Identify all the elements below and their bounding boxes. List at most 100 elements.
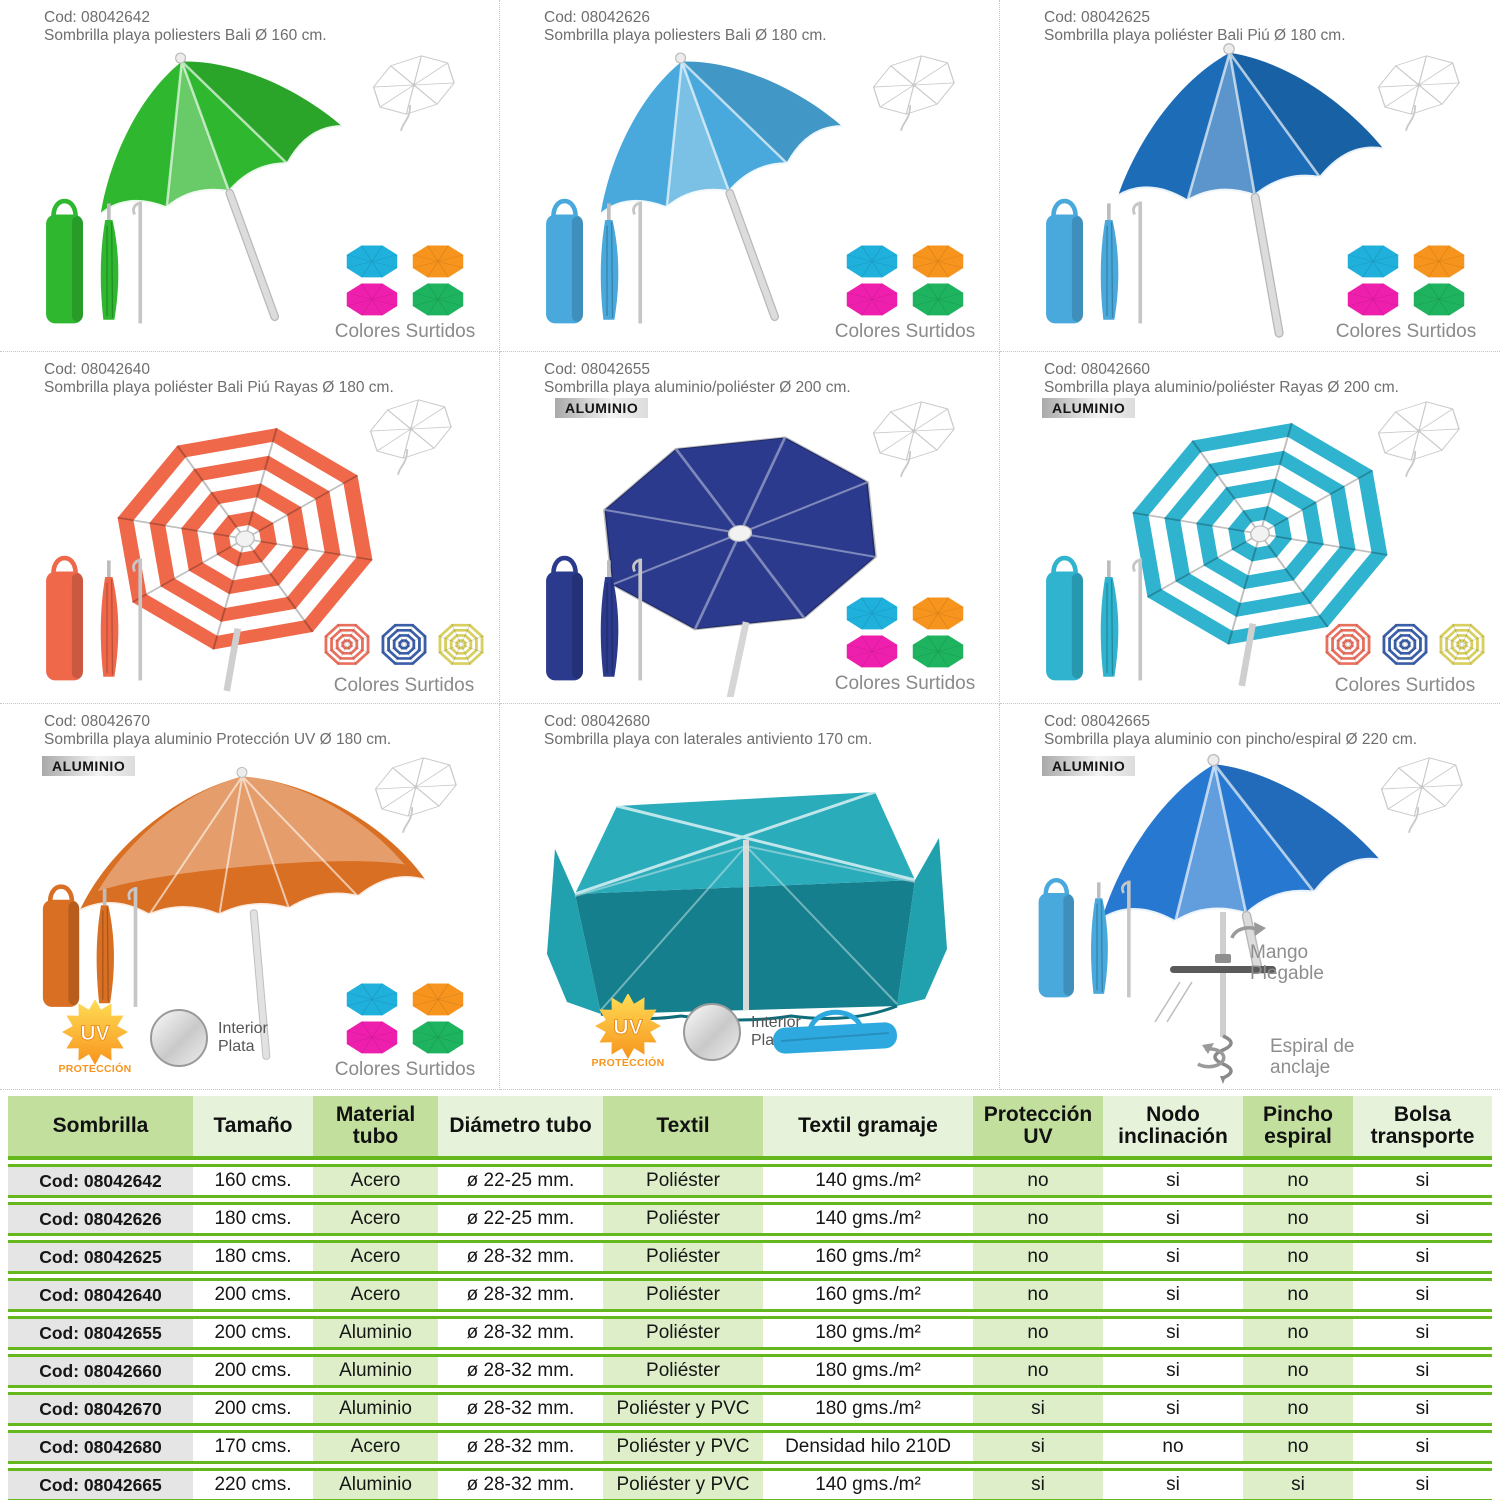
table-cell: si bbox=[1103, 1202, 1243, 1237]
table-row: Cod: 08042655 200 cms. Aluminio ø 28-32 mm.… bbox=[8, 1316, 1492, 1351]
table-cell: Acero bbox=[313, 1164, 438, 1199]
folding-pole-and-spiral bbox=[1154, 912, 1276, 1084]
table-cell: no bbox=[1243, 1278, 1353, 1313]
product-code: Cod: 08042655 bbox=[544, 361, 651, 378]
swatch-umbrella-magenta bbox=[841, 281, 903, 319]
column-header: Diámetro tubo bbox=[438, 1096, 603, 1161]
table-cell: 160 cms. bbox=[193, 1164, 313, 1199]
table-cell: no bbox=[973, 1240, 1103, 1275]
product-header: Cod: 08042625 Sombrilla playa poliéster … bbox=[1044, 9, 1492, 46]
swatch-umbrella-magenta bbox=[841, 633, 903, 671]
table-cell: 180 cms. bbox=[193, 1240, 313, 1275]
product-card-08042625: Cod: 08042625 Sombrilla playa poliéster … bbox=[1000, 0, 1500, 352]
table-cell: Cod: 08042665 bbox=[8, 1468, 193, 1500]
table-cell: Aluminio bbox=[313, 1392, 438, 1427]
windbreak-umbrella-photo bbox=[547, 790, 947, 1022]
column-header: Nodo inclinación bbox=[1103, 1096, 1243, 1161]
column-header: Textil gramaje bbox=[763, 1096, 973, 1161]
product-name: Sombrilla playa aluminio con pincho/espi… bbox=[1044, 731, 1418, 749]
colores-surtidos-label: Colores Surtidos bbox=[1335, 321, 1477, 342]
table-cell: Cod: 08042640 bbox=[8, 1278, 193, 1313]
product-header: Cod: 08042680 Sombrilla playa con latera… bbox=[544, 713, 991, 750]
table-cell: si bbox=[1353, 1316, 1492, 1351]
product-code: Cod: 08042625 bbox=[1044, 9, 1151, 26]
proteccion-label: PROTECCIÓN bbox=[591, 1057, 665, 1069]
table-cell: no bbox=[1243, 1392, 1353, 1427]
aluminio-badge: ALUMINIO bbox=[1042, 756, 1136, 776]
table-cell: ø 28-32 mm. bbox=[438, 1240, 603, 1275]
swatch-umbrella-orange bbox=[1408, 243, 1470, 281]
product-code: Cod: 08042680 bbox=[544, 713, 651, 730]
mango-plegable-annotation: Mango Plegable bbox=[1250, 942, 1324, 985]
table-cell: Acero bbox=[313, 1240, 438, 1275]
swatch-umbrella-green bbox=[407, 1019, 469, 1057]
table-cell: si bbox=[973, 1468, 1103, 1500]
table-cell: si bbox=[1103, 1316, 1243, 1351]
color-swatches: Colores Surtidos bbox=[825, 595, 985, 695]
colores-surtidos-label: Colores Surtidos bbox=[334, 321, 476, 342]
table-cell: Cod: 08042670 bbox=[8, 1392, 193, 1427]
swatch-umbrella-blue bbox=[841, 243, 903, 281]
product-card-08042660: Cod: 08042660 Sombrilla playa aluminio/p… bbox=[1000, 352, 1500, 704]
swatch-umbrella-orange bbox=[907, 243, 969, 281]
table-cell: Aluminio bbox=[313, 1354, 438, 1389]
table-cell: no bbox=[1243, 1164, 1353, 1199]
table-cell: Aluminio bbox=[313, 1468, 438, 1500]
table-cell: 200 cms. bbox=[193, 1278, 313, 1313]
table-cell: si bbox=[1353, 1430, 1492, 1465]
colores-surtidos-label: Colores Surtidos bbox=[834, 673, 976, 694]
table-cell: si bbox=[1103, 1468, 1243, 1500]
table-cell: 140 gms./m² bbox=[763, 1468, 973, 1500]
table-row: Cod: 08042665 220 cms. Aluminio ø 28-32 mm.… bbox=[8, 1468, 1492, 1500]
uv-protection-badge: UV PROTECCIÓN bbox=[585, 993, 671, 1069]
swatch-umbrella-magenta bbox=[341, 281, 403, 319]
table-cell: si bbox=[1103, 1278, 1243, 1313]
table-cell: Acero bbox=[313, 1278, 438, 1313]
table-cell: si bbox=[1353, 1278, 1492, 1313]
table-cell: Poliéster bbox=[603, 1316, 763, 1351]
product-name: Sombrilla playa poliesters Bali Ø 160 cm… bbox=[44, 27, 327, 45]
table-cell: Poliéster bbox=[603, 1278, 763, 1313]
table-cell: no bbox=[1103, 1430, 1243, 1465]
table-row: Cod: 08042642 160 cms. Acero ø 22-25 mm. Pol… bbox=[8, 1164, 1492, 1199]
swatch-umbrella-blue bbox=[841, 595, 903, 633]
table-cell: 180 gms./m² bbox=[763, 1316, 973, 1351]
carry-bag-and-pole bbox=[1028, 864, 1143, 1014]
table-cell: Cod: 08042642 bbox=[8, 1164, 193, 1199]
table-cell: Cod: 08042655 bbox=[8, 1316, 193, 1351]
table-cell: Acero bbox=[313, 1202, 438, 1237]
table-row: Cod: 08042670 200 cms. Aluminio ø 28-32 mm.… bbox=[8, 1392, 1492, 1427]
column-header: Sombrilla bbox=[8, 1096, 193, 1161]
silver-interior-icon bbox=[150, 1008, 208, 1067]
swatch-umbrella-orange bbox=[907, 595, 969, 633]
table-cell: ø 22-25 mm. bbox=[438, 1202, 603, 1237]
product-header: Cod: 08042665 Sombrilla playa aluminio c… bbox=[1044, 713, 1492, 750]
carry-bag-and-pole bbox=[35, 542, 155, 697]
table-cell: no bbox=[1243, 1240, 1353, 1275]
espiral-anclaje-annotation: Espiral de anclaje bbox=[1270, 1036, 1355, 1079]
product-card-08042665: Cod: 08042665 Sombrilla playa aluminio c… bbox=[1000, 704, 1500, 1090]
table-cell: Cod: 08042680 bbox=[8, 1430, 193, 1465]
carry-bag-and-pole bbox=[535, 185, 655, 340]
table-cell: 180 gms./m² bbox=[763, 1392, 973, 1427]
uv-interior-row: UV PROTECCIÓN Interior Plata bbox=[585, 993, 801, 1069]
product-name: Sombrilla playa poliesters Bali Ø 180 cm… bbox=[544, 27, 827, 45]
colores-surtidos-label: Colores Surtidos bbox=[834, 321, 976, 342]
swatch-umbrella-orange bbox=[407, 981, 469, 1019]
table-cell: 200 cms. bbox=[193, 1316, 313, 1351]
table-cell: Poliéster bbox=[603, 1164, 763, 1199]
color-swatches: Colores Surtidos bbox=[825, 243, 985, 343]
product-header: Cod: 08042642 Sombrilla playa poliesters… bbox=[44, 9, 491, 46]
product-code: Cod: 08042642 bbox=[44, 9, 151, 26]
table-cell: Cod: 08042660 bbox=[8, 1354, 193, 1389]
table-cell: Poliéster y PVC bbox=[603, 1468, 763, 1500]
product-name: Sombrilla playa poliéster Bali Piú Rayas… bbox=[44, 379, 394, 397]
umbrella-photo bbox=[78, 766, 427, 1060]
table-cell: si bbox=[1353, 1164, 1492, 1199]
product-code: Cod: 08042640 bbox=[44, 361, 151, 378]
swatch-umbrella-yellow-striped bbox=[1435, 619, 1489, 673]
swatch-umbrella-magenta bbox=[341, 1019, 403, 1057]
aluminio-badge: ALUMINIO bbox=[1042, 398, 1136, 418]
swatch-umbrella-blue bbox=[341, 243, 403, 281]
swatch-umbrella-magenta bbox=[1342, 281, 1404, 319]
